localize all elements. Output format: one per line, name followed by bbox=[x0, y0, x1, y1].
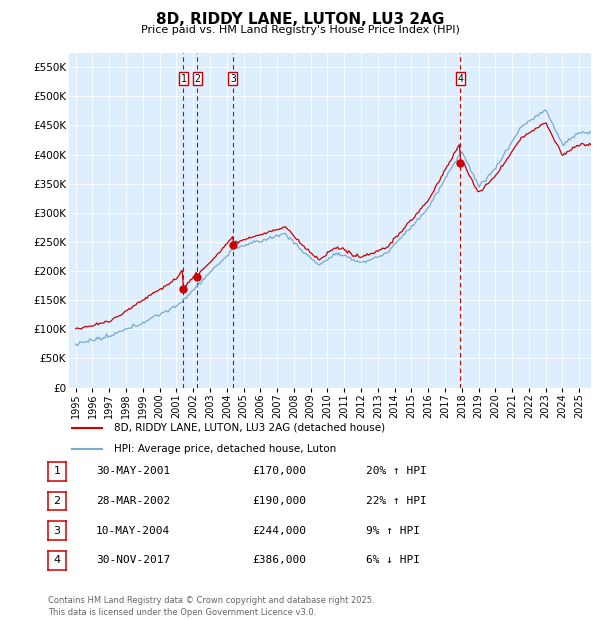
Text: 1: 1 bbox=[181, 74, 186, 84]
Text: 1: 1 bbox=[53, 466, 61, 476]
Text: 22% ↑ HPI: 22% ↑ HPI bbox=[366, 496, 427, 506]
Text: £170,000: £170,000 bbox=[252, 466, 306, 476]
Text: 30-NOV-2017: 30-NOV-2017 bbox=[96, 556, 170, 565]
Text: 8D, RIDDY LANE, LUTON, LU3 2AG (detached house): 8D, RIDDY LANE, LUTON, LU3 2AG (detached… bbox=[114, 423, 385, 433]
Text: 30-MAY-2001: 30-MAY-2001 bbox=[96, 466, 170, 476]
Text: 4: 4 bbox=[53, 556, 61, 565]
Text: HPI: Average price, detached house, Luton: HPI: Average price, detached house, Luto… bbox=[114, 445, 336, 454]
Text: 9% ↑ HPI: 9% ↑ HPI bbox=[366, 526, 420, 536]
Text: 2: 2 bbox=[194, 74, 200, 84]
Text: Price paid vs. HM Land Registry's House Price Index (HPI): Price paid vs. HM Land Registry's House … bbox=[140, 25, 460, 35]
Text: 28-MAR-2002: 28-MAR-2002 bbox=[96, 496, 170, 506]
Text: 2: 2 bbox=[53, 496, 61, 506]
Text: 3: 3 bbox=[230, 74, 236, 84]
Text: £244,000: £244,000 bbox=[252, 526, 306, 536]
Text: 4: 4 bbox=[457, 74, 463, 84]
Text: £190,000: £190,000 bbox=[252, 496, 306, 506]
Text: 3: 3 bbox=[53, 526, 61, 536]
Text: Contains HM Land Registry data © Crown copyright and database right 2025.
This d: Contains HM Land Registry data © Crown c… bbox=[48, 596, 374, 617]
Text: 10-MAY-2004: 10-MAY-2004 bbox=[96, 526, 170, 536]
Text: 20% ↑ HPI: 20% ↑ HPI bbox=[366, 466, 427, 476]
Text: 8D, RIDDY LANE, LUTON, LU3 2AG: 8D, RIDDY LANE, LUTON, LU3 2AG bbox=[156, 12, 444, 27]
Text: 6% ↓ HPI: 6% ↓ HPI bbox=[366, 556, 420, 565]
Text: £386,000: £386,000 bbox=[252, 556, 306, 565]
